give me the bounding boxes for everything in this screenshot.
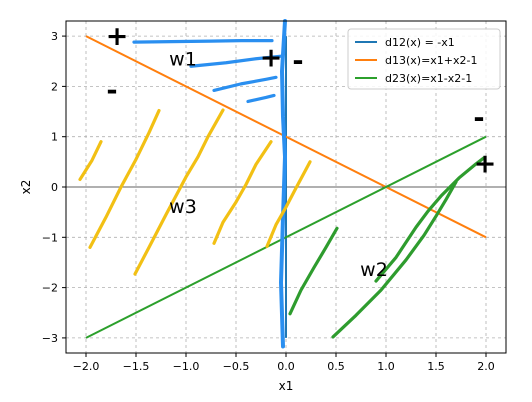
x-tick-label: −0.5 [223,360,250,373]
stroke-w3-3 [133,108,225,276]
stroke-w1-4 [246,93,276,104]
y-tick-label: −3 [42,332,58,345]
axis-ticks: −2.0 −1.5 −1.0 −0.5 0.0 0.5 1.0 1.5 2.0 −3 −2 −1 0 1 2… [42,30,495,373]
legend-label-1: d12(x) = -x1 [385,36,455,49]
x-tick-label: 0.0 [277,360,295,373]
stroke-w2-2 [331,180,458,339]
stroke-w3-5 [265,160,312,248]
stroke-w3-2 [88,108,161,249]
x-tick-label: 0.5 [327,360,345,373]
x-tick-label: −2.0 [73,360,100,373]
y-tick-label: 0 [51,181,58,194]
x-tick-label: 2.0 [477,360,495,373]
annotation-plus-4: + [106,21,129,52]
stroke-w3-1 [78,140,103,182]
y-axis-label: x2 [19,180,33,195]
y-tick-label: −1 [42,231,58,244]
stroke-w1-3 [212,75,278,93]
stroke-w2-1 [288,226,339,316]
annotation-w1-1: w1 [169,49,197,71]
stroke-w2-3 [374,156,486,283]
annotation-minus-7: - [292,46,303,77]
y-tick-label: −2 [42,282,58,295]
annotation-plus-9: + [474,148,497,179]
x-tick-label: −1.5 [123,360,150,373]
x-axis-label: x1 [279,379,294,393]
annotation-plus-6: + [260,43,283,74]
x-tick-label: 1.0 [377,360,395,373]
x-tick-label: 1.5 [427,360,445,373]
y-tick-label: 1 [51,131,58,144]
x-tick-label: −1.0 [173,360,200,373]
series-line-3 [85,135,487,339]
legend: d12(x) = -x1 d13(x)=x1+x2-1 d23(x)=x1-x2-1 [347,28,501,90]
annotation-w2-2: w2 [360,259,388,281]
stroke-w3-4 [212,140,273,245]
stroke-w1-2 [189,54,283,68]
legend-label-2: d13(x)=x1+x2-1 [385,54,478,67]
y-tick-label: 2 [51,80,58,93]
legend-label-3: d23(x)=x1-x2-1 [385,72,472,85]
stroke-w1-1 [132,39,274,44]
legend-box [347,28,501,90]
annotation-minus-5: - [106,75,117,106]
highlight-strokes [78,19,486,349]
annotation-w3-3: w3 [169,196,197,218]
stroke-d12-trace-1 [279,19,287,349]
y-tick-label: 3 [51,30,58,43]
annotation-minus-8: - [473,103,484,134]
